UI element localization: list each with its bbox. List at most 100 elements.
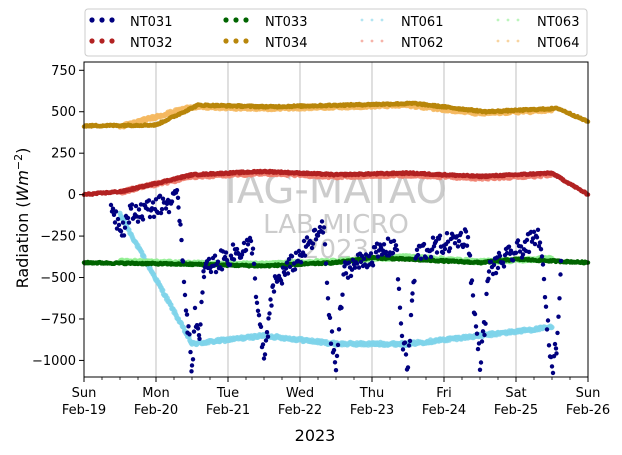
data-point: [361, 256, 367, 261]
y-tick-label: 0: [68, 188, 76, 203]
data-point: [322, 242, 328, 247]
data-point: [302, 253, 308, 258]
data-point: [415, 252, 421, 258]
data-point: [121, 233, 127, 238]
data-point: [408, 312, 414, 318]
legend-label-7: NT064: [537, 36, 579, 51]
data-point: [552, 341, 558, 347]
legend-dot: [243, 17, 249, 23]
data-point: [491, 262, 497, 268]
legend-dot: [223, 17, 229, 23]
data-point: [331, 347, 337, 353]
data-point: [537, 240, 543, 245]
legend-dot: [233, 17, 239, 23]
data-point: [385, 236, 391, 241]
data-point: [506, 244, 512, 249]
data-point: [334, 353, 340, 359]
legend-entry-3: NT034: [223, 36, 307, 51]
data-point: [550, 370, 556, 376]
data-point: [473, 324, 479, 329]
legend-entry-7: NT064: [496, 36, 579, 51]
data-point: [184, 312, 190, 317]
data-point: [215, 259, 221, 264]
data-point: [164, 201, 170, 206]
data-point: [469, 278, 475, 283]
legend: NT031 NT032 NT033 NT034 NT061 NT062 NT06…: [84, 8, 588, 57]
data-point: [545, 318, 551, 323]
data-point: [539, 254, 545, 259]
data-point: [542, 295, 548, 300]
data-point: [264, 330, 270, 335]
data-point: [540, 262, 546, 267]
data-point: [541, 276, 547, 282]
data-point: [475, 346, 481, 352]
data-point: [464, 243, 470, 248]
data-point: [313, 237, 319, 242]
data-point: [260, 342, 266, 347]
legend-marker-6: [496, 18, 520, 22]
data-point: [251, 261, 257, 266]
legend-label-5: NT062: [401, 36, 443, 51]
data-point: [333, 368, 339, 373]
watermark-line-2: LAB MICRO: [263, 210, 409, 240]
y-tick-label: −1000: [32, 354, 76, 369]
data-point: [372, 245, 378, 250]
data-point: [546, 343, 552, 348]
data-point: [248, 238, 254, 244]
legend-dot: [243, 38, 249, 44]
data-point: [189, 369, 194, 374]
data-point: [399, 333, 405, 339]
data-point: [319, 219, 325, 224]
data-point: [206, 256, 212, 262]
data-point: [128, 206, 134, 211]
data-point: [430, 235, 436, 240]
data-point: [368, 251, 374, 256]
legend-dot: [380, 39, 384, 43]
data-point: [110, 206, 116, 211]
data-point: [321, 225, 327, 230]
data-point: [517, 249, 523, 254]
x-tick-day: Wed: [286, 386, 314, 401]
data-point: [135, 219, 141, 224]
data-point: [262, 352, 268, 357]
y-axis-title-text: Radiation: [13, 213, 32, 289]
legend-dot: [109, 38, 115, 44]
data-point: [510, 258, 516, 263]
legend-marker-4: [360, 18, 384, 22]
data-point: [176, 205, 181, 210]
data-point: [160, 196, 166, 201]
data-point: [478, 360, 484, 365]
data-point: [520, 252, 526, 257]
legend-label-2: NT033: [265, 15, 307, 30]
data-point: [324, 280, 330, 285]
legend-label-3: NT034: [265, 36, 307, 51]
legend-dot: [99, 17, 105, 23]
data-point: [378, 245, 384, 250]
data-point: [191, 329, 197, 334]
data-point: [479, 339, 485, 344]
data-point: [370, 263, 376, 268]
data-point: [340, 292, 345, 297]
data-point: [407, 338, 413, 344]
data-point: [284, 260, 290, 265]
data-point: [249, 251, 255, 256]
legend-dot: [380, 18, 384, 22]
x-tick-date: Feb-23: [350, 403, 394, 418]
data-point: [140, 217, 146, 222]
data-point: [112, 220, 118, 225]
data-point: [477, 367, 483, 372]
data-point: [136, 207, 142, 212]
data-point: [270, 283, 276, 288]
data-point: [555, 330, 560, 336]
x-tick-date: Feb-22: [278, 403, 322, 418]
data-point: [328, 341, 334, 346]
data-point: [467, 253, 473, 258]
data-point: [531, 229, 537, 234]
legend-entry-1: NT032: [89, 36, 172, 51]
y-axis-unit-exponent: −2: [12, 154, 25, 170]
data-point: [535, 227, 541, 232]
data-point: [268, 297, 273, 302]
data-point: [118, 229, 124, 234]
data-point: [508, 248, 514, 253]
